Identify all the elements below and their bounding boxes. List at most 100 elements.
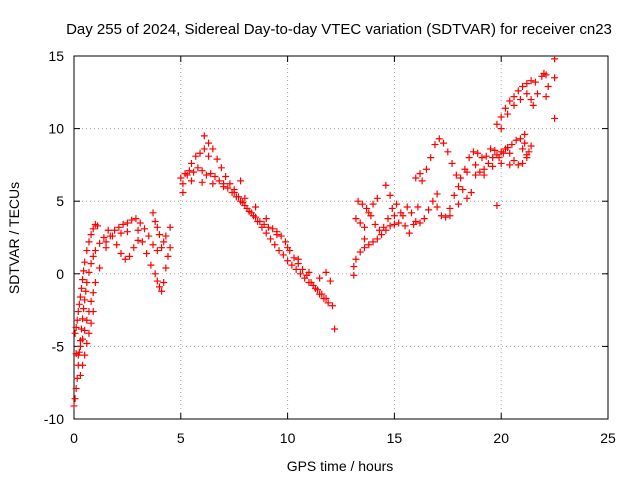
data-point-plus xyxy=(523,90,531,98)
data-point-plus xyxy=(192,152,200,160)
data-point-plus xyxy=(324,299,332,307)
data-point-plus xyxy=(102,244,110,252)
data-point-plus xyxy=(187,159,195,167)
series-midday-decline xyxy=(177,132,339,333)
data-point-plus xyxy=(305,268,313,276)
data-point-plus xyxy=(390,220,398,228)
data-point-plus xyxy=(162,232,170,240)
data-point-plus xyxy=(128,216,136,224)
data-point-plus xyxy=(388,204,396,212)
data-point-plus xyxy=(416,219,424,227)
data-point-plus xyxy=(220,183,228,191)
data-point-plus xyxy=(369,200,377,208)
data-point-plus xyxy=(87,231,95,239)
data-point-plus xyxy=(93,222,101,230)
data-point-plus xyxy=(72,350,80,358)
data-point-plus xyxy=(527,142,535,150)
data-point-plus xyxy=(425,206,433,214)
data-point-plus xyxy=(108,232,116,240)
data-point-plus xyxy=(322,294,330,302)
data-point-plus xyxy=(429,197,437,205)
data-point-plus xyxy=(130,244,138,252)
data-point-plus xyxy=(126,252,134,260)
data-point-plus xyxy=(437,212,445,220)
data-point-plus xyxy=(83,339,91,347)
data-point-plus xyxy=(89,252,97,260)
data-point-plus xyxy=(241,202,249,210)
data-point-plus xyxy=(100,234,108,241)
y-tick-label: 5 xyxy=(56,193,64,209)
data-point-plus xyxy=(209,145,217,153)
data-point-plus xyxy=(267,235,275,243)
data-point-plus xyxy=(529,101,537,109)
data-point-plus xyxy=(386,222,394,230)
data-point-plus xyxy=(275,247,283,255)
data-point-plus xyxy=(132,215,140,223)
data-point-plus xyxy=(290,254,298,262)
data-point-plus xyxy=(401,222,409,230)
data-point-plus xyxy=(281,238,289,246)
data-point-plus xyxy=(331,325,339,333)
data-point-plus xyxy=(209,180,217,188)
data-point-plus xyxy=(249,212,257,220)
x-tick-label: 15 xyxy=(387,430,403,446)
data-point-plus xyxy=(254,218,262,226)
data-point-plus xyxy=(179,188,187,196)
data-point-plus xyxy=(119,220,127,228)
data-point-plus xyxy=(452,171,460,179)
data-point-plus xyxy=(83,316,91,324)
data-point-plus xyxy=(160,238,168,246)
data-point-plus xyxy=(510,93,518,101)
data-point-plus xyxy=(457,174,465,182)
data-point-plus xyxy=(87,297,95,305)
data-point-plus xyxy=(177,174,185,182)
data-point-plus xyxy=(380,223,388,231)
data-point-plus xyxy=(506,97,514,105)
data-point-plus xyxy=(96,264,104,272)
data-point-plus xyxy=(318,290,326,298)
data-point-plus xyxy=(96,239,104,247)
data-point-plus xyxy=(224,184,232,192)
data-point-plus xyxy=(418,177,426,185)
data-point-plus xyxy=(527,77,535,85)
data-point-plus xyxy=(551,74,559,82)
data-point-plus xyxy=(269,225,277,233)
data-point-plus xyxy=(501,104,509,112)
data-point-plus xyxy=(390,212,398,220)
data-point-plus xyxy=(296,270,304,278)
data-point-plus xyxy=(410,220,418,228)
data-point-plus xyxy=(81,326,89,334)
data-point-plus xyxy=(369,238,377,246)
data-point-plus xyxy=(516,135,524,143)
y-tick-label: -10 xyxy=(44,411,64,427)
data-point-plus xyxy=(516,96,524,104)
data-point-plus xyxy=(360,235,368,243)
x-tick-label: 0 xyxy=(70,430,78,446)
data-point-plus xyxy=(446,212,454,220)
data-point-plus xyxy=(121,255,129,263)
data-point-plus xyxy=(386,191,394,199)
data-point-plus xyxy=(160,279,168,287)
data-point-plus xyxy=(354,197,362,205)
data-point-plus xyxy=(469,148,477,156)
data-point-plus xyxy=(151,270,159,278)
data-point-plus xyxy=(431,141,439,149)
plot-frame xyxy=(73,55,609,420)
data-point-plus xyxy=(185,167,193,175)
data-point-plus xyxy=(373,235,381,243)
data-point-plus xyxy=(198,178,206,186)
data-point-plus xyxy=(463,194,471,202)
data-point-plus xyxy=(504,110,512,118)
chart-title: Day 255 of 2024, Sidereal Day-to-day VTE… xyxy=(66,21,612,38)
data-point-plus xyxy=(80,305,88,313)
data-point-plus xyxy=(72,385,80,393)
data-point-plus xyxy=(422,165,430,173)
data-point-plus xyxy=(493,202,501,210)
data-point-plus xyxy=(474,149,482,157)
data-point-plus xyxy=(450,191,458,199)
data-point-plus xyxy=(205,139,213,147)
data-point-plus xyxy=(117,229,125,237)
data-point-plus xyxy=(521,139,529,147)
data-point-plus xyxy=(232,193,240,201)
